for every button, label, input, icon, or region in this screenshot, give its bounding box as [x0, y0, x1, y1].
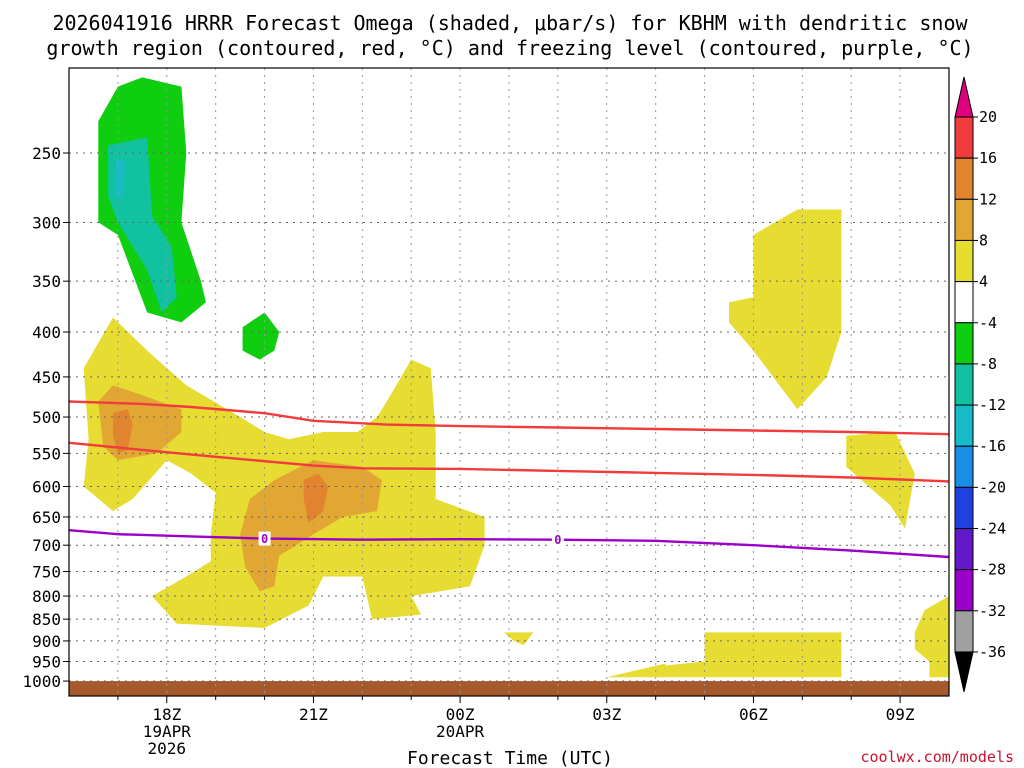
credit-link[interactable]: coolwx.com/models — [860, 748, 1014, 766]
colorbar-swatch-10 — [954, 486, 974, 530]
x-tick-label-18Z: 18Z — [152, 705, 181, 724]
ground-strip — [69, 681, 949, 696]
title-line-1: 2026041916 HRRR Forecast Omega (shaded, … — [52, 11, 968, 35]
omega-region-11 — [729, 209, 842, 410]
contour-label-bg-1 — [551, 532, 564, 547]
colorbar-swatch-4 — [954, 239, 974, 283]
colorbar-tick-label-9: -20 — [979, 478, 1006, 496]
y-axis: 250 300 350 400 450 500 550 600 650 700 750 800 850 9… — [22, 144, 69, 691]
omega-region-0 — [98, 77, 206, 323]
x-tick-label-00Z: 00Z — [446, 705, 475, 724]
x-axis-label: Forecast Time (UTC) — [407, 748, 613, 768]
y-tick-label-650: 650 — [32, 508, 61, 527]
y-tick-label-900: 900 — [32, 632, 61, 651]
x-tick-label-21Z: 21Z — [299, 705, 328, 724]
omega-region-7 — [240, 460, 382, 592]
colorbar-swatch-9 — [954, 445, 974, 488]
omega-region-4 — [83, 317, 485, 628]
contour-label-bg-0 — [258, 531, 271, 546]
colorbar-tick-label-6: -8 — [979, 355, 997, 373]
x-tick-year-18Z: 2026 — [148, 739, 187, 758]
x-tick-date-00Z: 20APR — [436, 722, 485, 741]
colorbar-swatch-5 — [954, 281, 974, 324]
x-tick-label-09Z: 09Z — [886, 705, 915, 724]
y-tick-label-400: 400 — [32, 323, 61, 342]
freezing-level-contour-0 — [69, 529, 949, 559]
colorbar-swatch-6 — [954, 322, 974, 365]
colorbar-swatch-1 — [954, 116, 974, 159]
x-tick-label-06Z: 06Z — [739, 705, 768, 724]
y-tick-label-1000: 1000 — [22, 672, 61, 691]
colorbar-tick-label-5: -4 — [979, 314, 997, 332]
omega-region-12 — [846, 432, 915, 529]
colorbar-tick-label-3: 8 — [979, 231, 988, 249]
colorbar-tick-label-1: 16 — [979, 149, 997, 167]
colorbar-legend: 20 16 12 8 4 -4 -8 -12 -16 -20 -24 -28 -32 -36 — [954, 76, 1006, 693]
dgz-contour-0 — [69, 400, 949, 436]
colorbar-swatch-12 — [954, 569, 974, 612]
colorbar-swatch-2 — [954, 157, 974, 200]
y-tick-label-800: 800 — [32, 587, 61, 606]
colorbar-swatch-7 — [954, 363, 974, 406]
y-tick-label-750: 750 — [32, 562, 61, 581]
y-tick-label-450: 450 — [32, 368, 61, 387]
y-tick-label-500: 500 — [32, 408, 61, 427]
omega-region-8 — [303, 473, 329, 523]
chart-title: 2026041916 HRRR Forecast Omega (shaded, … — [46, 11, 973, 60]
y-tick-label-300: 300 — [32, 213, 61, 232]
omega-shading — [69, 77, 949, 696]
dgz-contour-1 — [69, 441, 949, 483]
y-tick-label-700: 700 — [32, 536, 61, 555]
y-tick-label-850: 850 — [32, 610, 61, 629]
colorbar-tick-label-12: -32 — [979, 602, 1006, 620]
omega-region-1 — [108, 137, 177, 313]
y-tick-label-950: 950 — [32, 653, 61, 672]
x-tick-date-18Z: 19APR — [143, 722, 192, 741]
colorbar-tick-label-4: 4 — [979, 273, 988, 291]
colorbar-tick-label-0: 20 — [979, 108, 997, 126]
colorbar-swatch-3 — [954, 198, 974, 241]
colorbar-top-arrow — [954, 76, 974, 118]
omega-region-9 — [504, 632, 534, 646]
colorbar-tick-label-7: -12 — [979, 396, 1006, 414]
colorbar-tick-label-11: -28 — [979, 561, 1006, 579]
contour-label-0: 0 — [261, 532, 268, 546]
y-tick-label-250: 250 — [32, 144, 61, 163]
x-tick-label-03Z: 03Z — [592, 705, 621, 724]
y-tick-label-350: 350 — [32, 272, 61, 291]
colorbar-swatch-8 — [954, 404, 974, 447]
colorbar-swatch-13 — [954, 610, 974, 653]
contour-label-1: 0 — [554, 533, 561, 547]
colorbar-tick-label-2: 12 — [979, 190, 997, 208]
colorbar-bottom-arrow — [954, 651, 974, 693]
colorbar-tick-label-13: -36 — [979, 643, 1006, 661]
y-tick-label-600: 600 — [32, 477, 61, 496]
omega-region-6 — [113, 409, 133, 454]
omega-region-10 — [606, 632, 842, 678]
title-line-2: growth region (contoured, red, °C) and f… — [46, 36, 973, 60]
omega-region-13 — [914, 596, 949, 678]
colorbar-tick-label-10: -24 — [979, 520, 1006, 538]
omega-region-3 — [242, 312, 280, 360]
colorbar-swatch-11 — [954, 528, 974, 571]
y-tick-label-550: 550 — [32, 444, 61, 463]
colorbar-tick-label-8: -16 — [979, 437, 1006, 455]
